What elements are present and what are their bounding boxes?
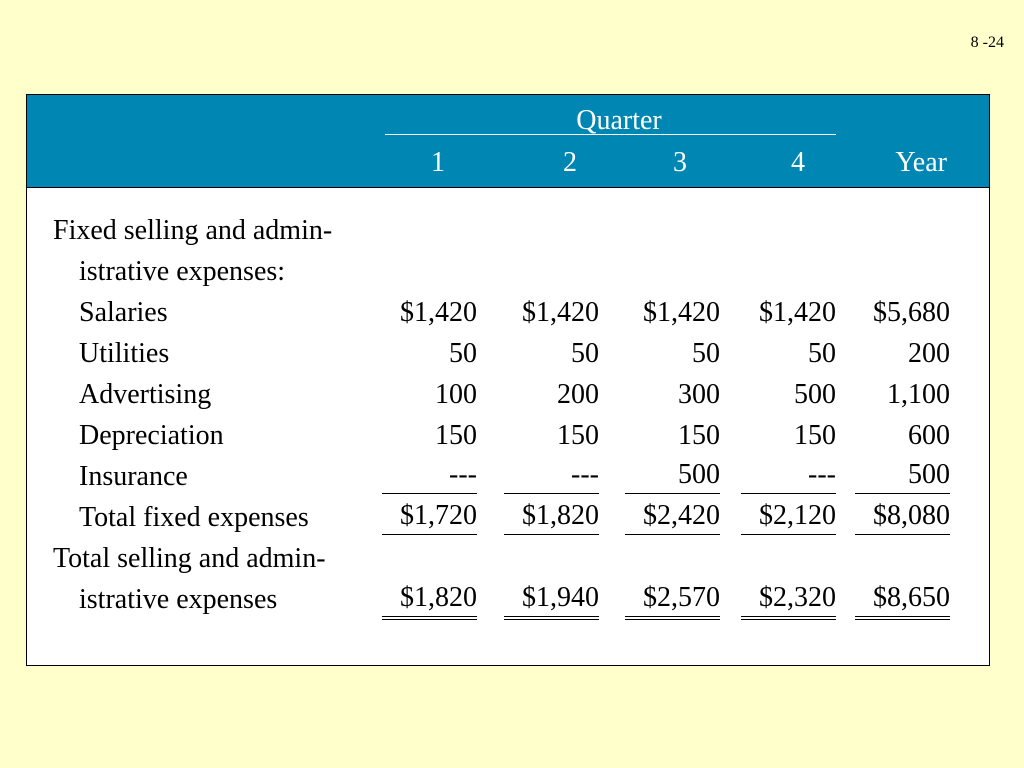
table-cell: 500	[625, 459, 720, 494]
column-header-q3: 3	[673, 147, 687, 178]
column-header-q1: 1	[431, 147, 445, 178]
table-row: Depreciation 150 150 150 150 600	[27, 418, 989, 454]
table-cell: 150	[678, 420, 720, 451]
row-label: Total selling and admin-	[53, 543, 326, 574]
table-cell: 100	[435, 379, 477, 410]
table-cell: $8,650	[855, 582, 950, 620]
table-cell: 200	[908, 338, 950, 369]
table-cell: $2,320	[741, 582, 836, 620]
table-cell: 150	[435, 420, 477, 451]
table-cell: $5,680	[873, 297, 950, 328]
table-cell: $1,420	[522, 297, 599, 328]
table-cell: $1,420	[759, 297, 836, 328]
quarter-group-label: Quarter	[576, 105, 662, 136]
table-header: Quarter 1 2 3 4 Year	[27, 95, 989, 188]
table-cell: $2,120	[741, 500, 836, 535]
row-label: Utilities	[79, 338, 170, 369]
row-label: Salaries	[79, 297, 168, 328]
table-cell: $1,940	[504, 582, 599, 620]
row-label: Advertising	[79, 379, 212, 410]
table-cell: $2,420	[625, 500, 720, 535]
table-cell: 500	[855, 459, 950, 494]
row-label: istrative expenses:	[79, 256, 286, 287]
table-cell: 1,100	[887, 379, 950, 410]
table-row: Total fixed expenses $1,720 $1,820 $2,420 $2…	[27, 500, 989, 536]
table-cell: ---	[382, 459, 477, 494]
table-cell: ---	[741, 459, 836, 494]
row-label: Fixed selling and admin-	[53, 215, 333, 246]
table-cell: 50	[449, 338, 477, 369]
table-row: istrative expenses $1,820 $1,940 $2,570 $2,3…	[27, 582, 989, 620]
quarter-underline	[385, 134, 836, 135]
expense-table-panel: Quarter 1 2 3 4 Year Fixed selling and a…	[26, 94, 990, 666]
table-row: Utilities 50 50 50 50 200	[27, 336, 989, 372]
table-cell: 150	[557, 420, 599, 451]
column-header-q2: 2	[563, 147, 577, 178]
table-cell: $1,820	[504, 500, 599, 535]
table-cell: $1,420	[400, 297, 477, 328]
table-cell: $1,820	[382, 582, 477, 620]
row-label: istrative expenses	[79, 584, 278, 615]
table-row: istrative expenses:	[27, 254, 989, 290]
column-header-year: Year	[895, 147, 947, 178]
row-label: Depreciation	[79, 420, 224, 451]
table-row: Fixed selling and admin-	[27, 213, 989, 249]
row-label: Insurance	[79, 461, 188, 492]
row-label: Total fixed expenses	[79, 502, 309, 533]
table-cell: $1,720	[382, 500, 477, 535]
table-row: Insurance --- --- 500 --- 500	[27, 459, 989, 495]
table-cell: 500	[794, 379, 836, 410]
table-cell: $2,570	[625, 582, 720, 620]
column-header-q4: 4	[791, 147, 805, 178]
table-cell: 50	[808, 338, 836, 369]
table-cell: 300	[678, 379, 720, 410]
table-cell: 150	[794, 420, 836, 451]
table-cell: 200	[557, 379, 599, 410]
table-cell: $8,080	[855, 500, 950, 535]
slide-number: 8 -24	[970, 34, 1004, 51]
table-row: Total selling and admin-	[27, 541, 989, 577]
table-cell: 600	[908, 420, 950, 451]
table-cell: $1,420	[643, 297, 720, 328]
table-cell: 50	[571, 338, 599, 369]
table-cell: ---	[504, 459, 599, 494]
table-row: Advertising 100 200 300 500 1,100	[27, 377, 989, 413]
table-row: Salaries $1,420 $1,420 $1,420 $1,420 $5,680	[27, 295, 989, 331]
table-cell: 50	[692, 338, 720, 369]
